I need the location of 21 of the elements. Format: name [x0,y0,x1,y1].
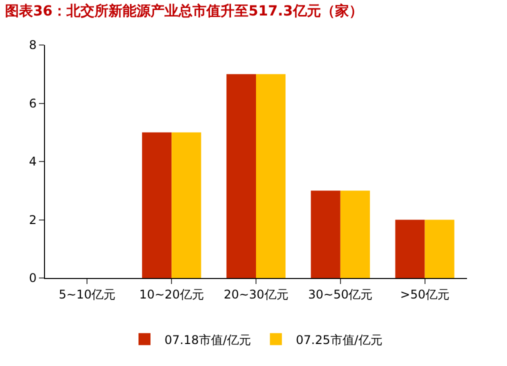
y-tick-label: 0 [28,271,37,286]
legend-label: 07.25市值/亿元 [296,332,382,347]
bar [340,190,370,278]
x-tick-label: 10~20亿元 [139,287,204,302]
y-tick-label: 6 [28,96,37,110]
legend-label: 07.18市值/亿元 [164,332,251,347]
bar [310,190,340,278]
x-tick-label: >50亿元 [400,287,450,302]
bar [395,220,425,278]
y-tick-label: 8 [28,38,37,52]
bar [424,220,454,278]
bar [256,74,286,278]
bar [226,74,256,278]
x-tick-label: 30~50亿元 [308,287,373,302]
y-tick-label: 4 [28,154,37,169]
bar [142,132,172,278]
y-tick-label: 2 [28,212,37,227]
x-tick-label: 20~30亿元 [224,287,288,302]
chart-title: 图表36：北交所新能源产业总市值升至517.3亿元（家） [5,2,363,20]
bar [172,132,202,278]
x-tick-label: 5~10亿元 [58,287,116,302]
